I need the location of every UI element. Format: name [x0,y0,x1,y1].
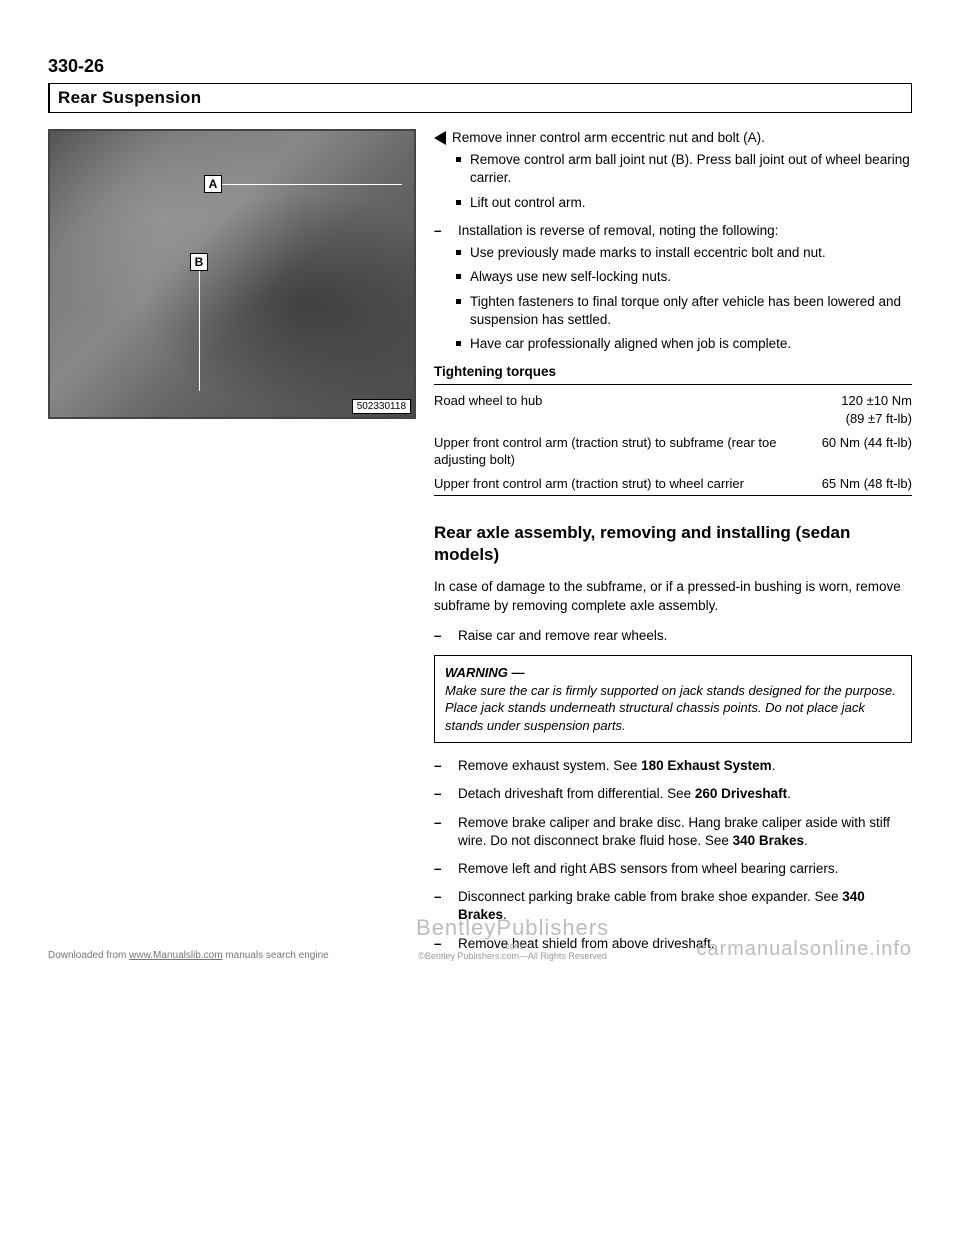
dash-icon: – [434,785,446,803]
step: – Remove exhaust system. See 180 Exhaust… [434,757,912,775]
bullet: Remove control arm ball joint nut (B). P… [456,151,912,187]
bullet: Have car professionally aligned when job… [456,335,912,353]
footer-left: Downloaded from www.Manualslib.com manua… [48,950,329,961]
rule [434,384,912,385]
control-arm-photo: A B 502330118 [48,129,416,419]
step-installation: – Installation is reverse of removal, no… [434,222,912,240]
step-text: Remove brake caliper and brake disc. Han… [458,814,912,850]
torque-label: Upper front control arm (traction strut)… [434,434,806,469]
page-footer: Downloaded from www.Manualslib.com manua… [0,915,960,965]
step-text: Detach driveshaft from differential. See… [458,785,791,803]
torque-value: 120 ±10 Nm (89 ±7 ft-lb) [841,392,912,427]
step1-bullets: Remove control arm ball joint nut (B). P… [434,151,912,212]
rule [434,495,912,496]
torque-label: Upper front control arm (traction strut)… [434,475,806,493]
step-text: Remove inner control arm eccentric nut a… [452,129,765,147]
torque-row: Upper front control arm (traction strut)… [434,431,912,472]
footer-right-watermark: carmanualsonline.info [696,938,912,961]
step: – Remove brake caliper and brake disc. H… [434,814,912,850]
watermark-publisher: BentleyPublishers [416,915,609,940]
torque-value: 60 Nm (44 ft-lb) [822,434,912,469]
subsection-heading: Rear axle assembly, removing and install… [434,522,912,566]
step: – Remove left and right ABS sensors from… [434,860,912,878]
image-reference-number: 502330118 [352,399,411,414]
intro-paragraph: In case of damage to the subframe, or if… [434,578,912,614]
step-lead: Remove inner control arm eccentric nut a… [452,130,765,145]
bullet: Use previously made marks to install ecc… [456,244,912,262]
leader-line-a [222,184,402,185]
watermark-dotcom: .com [329,941,697,951]
step: – Detach driveshaft from differential. S… [434,785,912,803]
torque-title: Tightening torques [434,363,912,381]
callout-a: A [204,175,222,193]
watermark-copyright: ©Bentley Publishers.com—All Rights Reser… [329,951,697,961]
dash-icon: – [434,627,446,645]
step-raise: – Raise car and remove rear wheels. [434,627,912,645]
dash-icon: – [434,757,446,775]
triangle-icon [434,131,446,145]
torque-row: Road wheel to hub 120 ±10 Nm (89 ±7 ft-l… [434,389,912,430]
leader-line-b [199,271,200,391]
left-column: A B 502330118 [48,129,416,957]
bullet: Tighten fasteners to final torque only a… [456,293,912,329]
content-columns: A B 502330118 Remove inner control arm e… [48,129,912,957]
torque-row: Upper front control arm (traction strut)… [434,472,912,496]
torque-value: 65 Nm (48 ft-lb) [822,475,912,493]
dash-icon: – [434,222,446,240]
warning-box: WARNING — Make sure the car is firmly su… [434,655,912,743]
step-text: Remove left and right ABS sensors from w… [458,860,838,878]
right-column: Remove inner control arm eccentric nut a… [434,129,912,957]
page-number: 330-26 [48,56,912,77]
step-remove-eccentric: Remove inner control arm eccentric nut a… [434,129,912,147]
bullet: Lift out control arm. [456,194,912,212]
step-lead: Installation is reverse of removal, noti… [458,222,778,240]
warning-title: WARNING — [445,664,901,682]
section-title: Rear Suspension [48,83,912,113]
dash-icon: – [434,814,446,850]
manual-page: 330-26 Rear Suspension A B 502330118 Rem… [0,0,960,957]
step-text: Raise car and remove rear wheels. [458,627,667,645]
warning-body: Make sure the car is firmly supported on… [445,682,901,735]
torque-label: Road wheel to hub [434,392,825,427]
footer-center: BentleyPublishers .com ©Bentley Publishe… [329,915,697,961]
step-text: Remove exhaust system. See 180 Exhaust S… [458,757,775,775]
step2-bullets: Use previously made marks to install ecc… [434,244,912,353]
dash-icon: – [434,860,446,878]
bullet: Always use new self-locking nuts. [456,268,912,286]
callout-b: B [190,253,208,271]
